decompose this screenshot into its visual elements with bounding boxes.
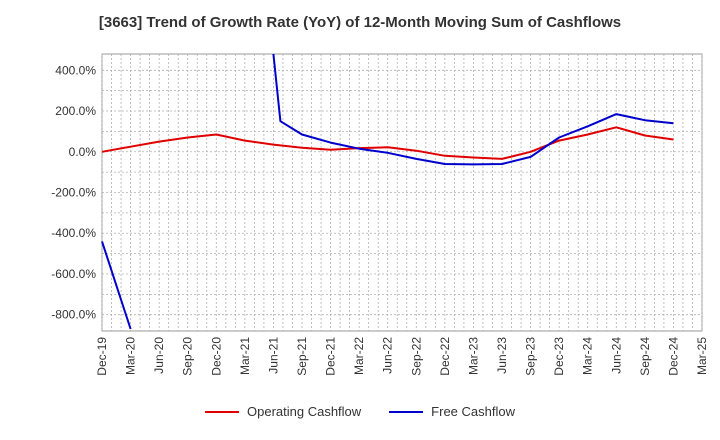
y-tick-label: 0.0%: [69, 145, 97, 159]
x-tick-label: Sep-22: [409, 337, 423, 376]
x-tick-label: Mar-21: [238, 337, 252, 375]
series-line-free-cashflow: [272, 53, 674, 166]
x-tick-label: Sep-21: [295, 337, 309, 376]
x-tick-label: Dec-23: [552, 337, 566, 376]
legend-swatch-operating: [205, 410, 239, 413]
chart-title: [3663] Trend of Growth Rate (YoY) of 12-…: [98, 14, 622, 31]
legend-item-operating: Operating Cashflow: [205, 404, 361, 419]
x-tick-label: Sep-20: [181, 337, 195, 376]
x-tick-label: Mar-25: [695, 337, 709, 375]
x-tick-label: Dec-21: [324, 337, 338, 376]
x-tick-label: Sep-24: [638, 337, 652, 376]
legend-swatch-free: [389, 410, 424, 413]
x-tick-label: Dec-19: [95, 337, 109, 376]
legend: Operating Cashflow Free Cashflow: [0, 404, 720, 419]
y-tick-label: -200.0%: [51, 186, 96, 200]
x-tick-label: Mar-22: [352, 337, 366, 375]
x-tick-label: Jun-23: [495, 337, 509, 374]
x-tick-label: Dec-24: [666, 337, 680, 376]
legend-label-free: Free Cashflow: [431, 404, 515, 419]
x-tick-label: Dec-20: [209, 337, 223, 376]
x-tick-label: Jun-24: [609, 337, 623, 374]
legend-item-free: Free Cashflow: [389, 404, 515, 419]
y-tick-label: 400.0%: [55, 63, 96, 77]
y-tick-label: 200.0%: [55, 104, 96, 118]
x-tick-label: Jun-20: [152, 337, 166, 374]
x-tick-label: Jun-22: [381, 337, 395, 374]
x-tick-label: Sep-23: [524, 337, 538, 376]
y-tick-label: -600.0%: [51, 267, 96, 281]
x-tick-label: Mar-20: [124, 337, 138, 375]
x-tick-label: Mar-24: [581, 337, 595, 375]
x-tick-label: Jun-21: [266, 337, 280, 374]
x-tick-label: Dec-22: [438, 337, 452, 376]
series-line-free-cashflow: [101, 241, 132, 330]
x-tick-label: Mar-23: [466, 337, 480, 375]
y-tick-label: -800.0%: [51, 308, 96, 322]
y-tick-label: -400.0%: [51, 226, 96, 240]
legend-label-operating: Operating Cashflow: [247, 404, 362, 419]
series-line-operating-cashflow: [101, 126, 674, 160]
